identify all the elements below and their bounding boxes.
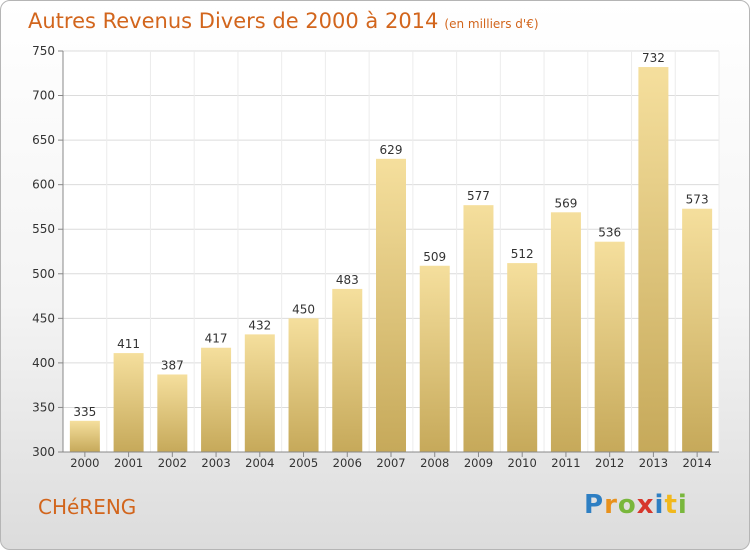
bar xyxy=(332,288,363,452)
data-label: 335 xyxy=(73,405,96,419)
commune-name: CHéRENG xyxy=(38,495,137,519)
y-tick-label: 650 xyxy=(32,133,55,147)
data-label: 432 xyxy=(248,318,271,332)
data-label: 573 xyxy=(686,193,709,207)
data-label: 509 xyxy=(423,250,446,264)
x-tick-label: 2011 xyxy=(551,456,580,470)
bar xyxy=(157,374,188,452)
y-tick-label: 600 xyxy=(32,178,55,192)
x-tick-label: 2002 xyxy=(158,456,187,470)
x-tick-label: 2004 xyxy=(245,456,274,470)
bars xyxy=(69,67,713,452)
x-tick-label: 2010 xyxy=(508,456,537,470)
bar xyxy=(550,212,581,452)
x-tick-label: 2005 xyxy=(289,456,318,470)
x-tick-label: 2003 xyxy=(201,456,230,470)
y-tick-label: 500 xyxy=(32,267,55,281)
x-tick-label: 2012 xyxy=(595,456,624,470)
y-tick-label: 300 xyxy=(32,445,55,459)
data-label: 512 xyxy=(511,247,534,261)
chart-title-text: Autres Revenus Divers de 2000 à 2014 xyxy=(28,9,439,33)
x-tick-label: 2000 xyxy=(70,456,99,470)
data-label: 577 xyxy=(467,189,490,203)
x-tick-label: 2009 xyxy=(464,456,493,470)
x-tick-label: 2006 xyxy=(333,456,362,470)
bar xyxy=(288,318,319,452)
axes xyxy=(58,50,719,457)
bar xyxy=(419,265,450,452)
proxiti-logo: Proxiti xyxy=(584,490,688,520)
bar xyxy=(376,158,406,452)
bar xyxy=(594,241,625,452)
x-tick-label: 2013 xyxy=(639,456,668,470)
y-tick-label: 350 xyxy=(32,400,55,414)
x-tick-label: 2008 xyxy=(420,456,449,470)
data-label: 387 xyxy=(161,358,184,372)
chart-title: Autres Revenus Divers de 2000 à 2014 (en … xyxy=(28,9,539,33)
data-label: 417 xyxy=(205,332,228,346)
x-tick-label: 2001 xyxy=(114,456,143,470)
labels: 300 350 400 450 500 550 600 650 700 750 335 2000 411… xyxy=(32,44,712,470)
data-label: 732 xyxy=(642,51,665,65)
data-label: 483 xyxy=(336,273,359,287)
bar xyxy=(463,205,494,452)
bar xyxy=(113,353,144,452)
y-tick-label: 450 xyxy=(32,311,55,325)
x-tick-label: 2007 xyxy=(376,456,405,470)
x-tick-label: 2014 xyxy=(682,456,711,470)
data-label: 411 xyxy=(117,337,140,351)
y-tick-label: 750 xyxy=(32,44,55,58)
bar xyxy=(638,67,669,452)
data-label: 569 xyxy=(554,196,577,210)
bar xyxy=(69,420,100,452)
bar xyxy=(201,347,232,452)
y-tick-label: 550 xyxy=(32,222,55,236)
data-label: 629 xyxy=(380,143,403,157)
y-tick-label: 700 xyxy=(32,89,55,103)
bar xyxy=(682,208,713,452)
bar xyxy=(244,334,275,452)
bar xyxy=(507,263,538,452)
data-label: 536 xyxy=(598,226,621,240)
y-tick-label: 400 xyxy=(32,356,55,370)
data-label: 450 xyxy=(292,302,315,316)
chart-unit: (en milliers d'€) xyxy=(444,17,539,31)
